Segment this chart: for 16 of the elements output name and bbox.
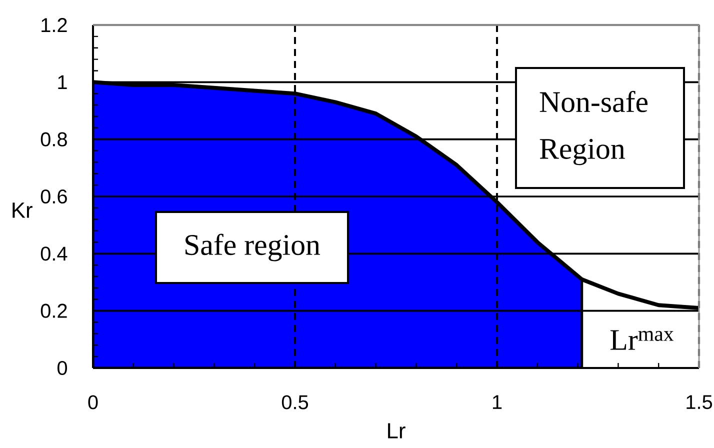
y-tick-label: 0.2: [40, 304, 67, 318]
x-tick-label: 0.5: [282, 395, 308, 410]
y-axis-title: Kr: [12, 202, 32, 218]
y-tick-label: 1: [58, 75, 67, 90]
y-tick-label: 0: [58, 360, 68, 376]
y-tick-label: 0.8: [40, 132, 67, 146]
y-tick-label: 0.4: [40, 246, 68, 261]
annotation: Safe region: [186, 234, 320, 262]
x-tick-label: 1.5: [686, 395, 712, 410]
x-axis-title: Lr: [388, 423, 406, 438]
annotation: Lr$^{max}$: [610, 330, 674, 350]
y-tick-label: 0.6: [40, 189, 67, 204]
annotation: Non-safe Region: [540, 90, 648, 166]
x-tick-label: 0: [88, 395, 98, 410]
y-tick-label: 1.2: [42, 18, 67, 32]
x-tick-label: 1: [492, 395, 502, 409]
